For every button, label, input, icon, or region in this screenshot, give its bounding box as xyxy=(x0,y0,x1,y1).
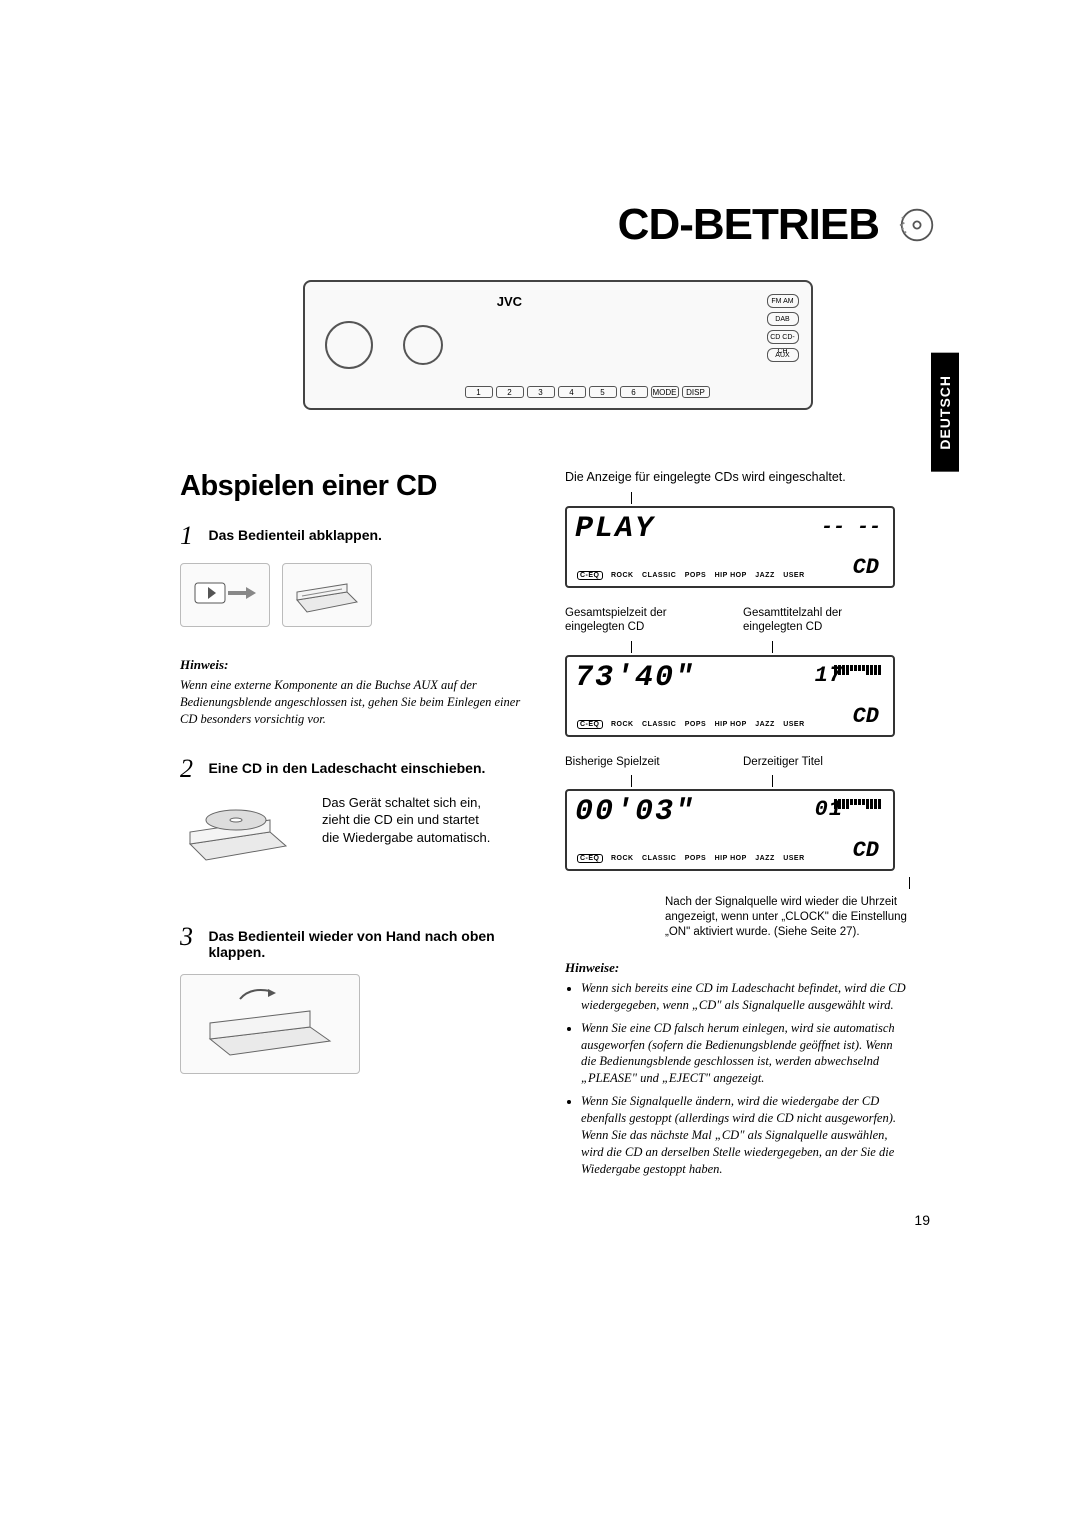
preset-2: 2 xyxy=(496,386,524,398)
eq-pops: POPS xyxy=(685,572,706,579)
eq2-jazz: JAZZ xyxy=(755,721,775,728)
preset-3: 3 xyxy=(527,386,555,398)
aux-button: AUX xyxy=(767,348,799,362)
eq-ceq: C-EQ xyxy=(577,571,603,580)
hinweis-label: Hinweis: xyxy=(180,657,525,673)
right-intro: Die Anzeige für eingelegte CDs wird eing… xyxy=(565,470,910,484)
step-1-num: 1 xyxy=(180,521,204,551)
eq-hiphop: HIP HOP xyxy=(715,572,747,579)
display-play-dashes: -- -- xyxy=(821,516,881,539)
step-3-num: 3 xyxy=(180,922,204,952)
left-column: Abspielen einer CD 1 Das Bedienteil abkl… xyxy=(180,470,525,1184)
preset-4: 4 xyxy=(558,386,586,398)
eq2-user: USER xyxy=(783,721,804,728)
hinweise-label: Hinweise: xyxy=(565,960,910,976)
source-buttons: FM AM DAB CD CD-CH AUX xyxy=(767,294,799,362)
radio-diagram: JVC 1 2 3 4 5 6 MODE DISP FM AM DAB CD C… xyxy=(303,280,813,410)
eq2-classic: CLASSIC xyxy=(642,721,676,728)
eq3-hiphop: HIP HOP xyxy=(715,855,747,862)
eq3-pops: POPS xyxy=(685,855,706,862)
display-elapsed: 00'03" xyxy=(575,795,695,829)
radio-knob xyxy=(403,325,443,365)
title-bar: CD-BETRIEB xyxy=(180,200,935,250)
radio-brand: JVC xyxy=(497,294,522,309)
callout-total-tracks: Gesamttitelzahl der eingelegten CD xyxy=(743,606,893,635)
cd-button: CD CD-CH xyxy=(767,330,799,344)
step-2-desc: Das Gerät schaltet sich ein, zieht die C… xyxy=(322,794,492,847)
disc-icon xyxy=(899,207,935,243)
eq2-rock: ROCK xyxy=(611,721,634,728)
dab-button: DAB xyxy=(767,312,799,326)
step-3-image xyxy=(180,974,360,1074)
callouts-top: Gesamtspielzeit der eingelegten CD Gesam… xyxy=(565,606,910,635)
step-1: 1 Das Bedienteil abklappen. xyxy=(180,521,525,627)
eq3-ceq: C-EQ xyxy=(577,854,603,863)
display-current-bars xyxy=(834,799,881,809)
hinweis-body: Wenn eine externe Komponente an die Buch… xyxy=(180,677,525,728)
callout-total-time: Gesamtspielzeit der eingelegten CD xyxy=(565,606,715,635)
right-column: Die Anzeige für eingelegte CDs wird eing… xyxy=(565,470,910,1184)
eq2-pops: POPS xyxy=(685,721,706,728)
step-1-images xyxy=(180,563,525,627)
eq2-hiphop: HIP HOP xyxy=(715,721,747,728)
callout-elapsed: Bisherige Spielzeit xyxy=(565,755,715,769)
display-play: PLAY -- -- CD C-EQ ROCK CLASSIC POPS HIP… xyxy=(565,506,895,588)
step-3-title: Das Bedienteil wieder von Hand nach oben… xyxy=(208,928,508,960)
preset-5: 5 xyxy=(589,386,617,398)
eq-rock: ROCK xyxy=(611,572,634,579)
mode-button: MODE xyxy=(651,386,679,398)
eq2-ceq: C-EQ xyxy=(577,720,603,729)
after-note: Nach der Signalquelle wird wieder die Uh… xyxy=(665,895,910,940)
display-total-cd: CD xyxy=(853,704,879,729)
display-play-cd: CD xyxy=(853,555,879,580)
eq-jazz: JAZZ xyxy=(755,572,775,579)
eq-user: USER xyxy=(783,572,804,579)
display-total-bars xyxy=(834,665,881,675)
hinweis-item-2: Wenn Sie eine CD falsch herum einlegen, … xyxy=(581,1020,910,1088)
fm-am-button: FM AM xyxy=(767,294,799,308)
step-1-image-a xyxy=(180,563,270,627)
eq3-jazz: JAZZ xyxy=(755,855,775,862)
display-current-cd: CD xyxy=(853,838,879,863)
radio-dpad xyxy=(325,321,373,369)
step-2-title: Eine CD in den Ladeschacht einschieben. xyxy=(208,760,508,776)
eq3-rock: ROCK xyxy=(611,855,634,862)
step-2: 2 Eine CD in den Ladeschacht einschieben… xyxy=(180,754,525,884)
page-number: 19 xyxy=(914,1212,930,1228)
preset-6: 6 xyxy=(620,386,648,398)
eq-classic: CLASSIC xyxy=(642,572,676,579)
callouts-mid: Bisherige Spielzeit Derzeitiger Titel xyxy=(565,755,910,769)
step-2-num: 2 xyxy=(180,754,204,784)
step-3: 3 Das Bedienteil wieder von Hand nach ob… xyxy=(180,922,525,1074)
eq3-classic: CLASSIC xyxy=(642,855,676,862)
hinweise-list: Wenn sich bereits eine CD im Ladeschacht… xyxy=(565,980,910,1178)
hinweis-item-1: Wenn sich bereits eine CD im Ladeschacht… xyxy=(581,980,910,1014)
display-play-eq: C-EQ ROCK CLASSIC POPS HIP HOP JAZZ USER xyxy=(577,571,811,580)
step-1-image-b xyxy=(282,563,372,627)
display-current: 00'03" 01 CD C-EQ ROCK CLASSIC POPS HIP … xyxy=(565,789,895,871)
preset-buttons: 1 2 3 4 5 6 MODE DISP xyxy=(465,386,710,398)
disp-button: DISP xyxy=(682,386,710,398)
display-total-eq: C-EQ ROCK CLASSIC POPS HIP HOP JAZZ USER xyxy=(577,720,811,729)
preset-1: 1 xyxy=(465,386,493,398)
page-title: CD-BETRIEB xyxy=(618,200,879,250)
section-title: Abspielen einer CD xyxy=(180,470,525,503)
eq3-user: USER xyxy=(783,855,804,862)
display-total: 73'40" 17 CD C-EQ ROCK CLASSIC POPS HIP … xyxy=(565,655,895,737)
language-tab: DEUTSCH xyxy=(931,353,959,472)
display-total-time: 73'40" xyxy=(575,661,695,695)
step-1-title: Das Bedienteil abklappen. xyxy=(208,527,508,543)
hinweis-item-3: Wenn Sie Signalquelle ändern, wird die w… xyxy=(581,1093,910,1177)
step-2-image xyxy=(180,794,310,884)
display-play-text: PLAY xyxy=(575,512,655,546)
callout-current-track: Derzeitiger Titel xyxy=(743,755,893,769)
display-current-eq: C-EQ ROCK CLASSIC POPS HIP HOP JAZZ USER xyxy=(577,854,811,863)
